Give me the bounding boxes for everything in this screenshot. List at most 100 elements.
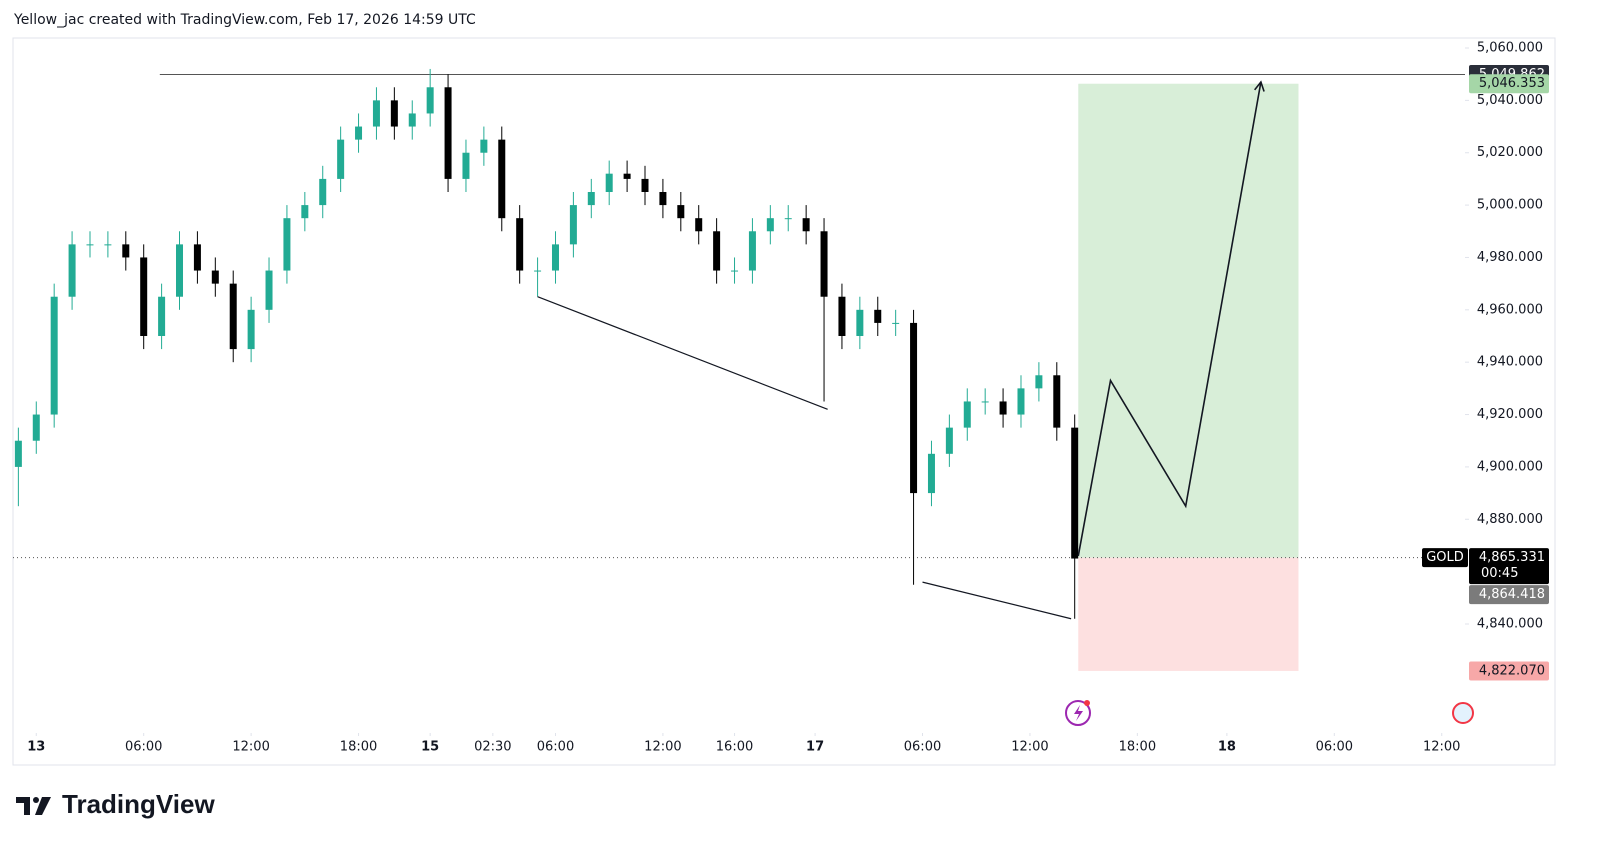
brand: TradingView <box>62 789 215 819</box>
x-tick-label: 18 <box>1218 740 1236 755</box>
candle-body <box>731 270 739 272</box>
flag-icon[interactable] <box>1452 702 1474 724</box>
candle-body <box>695 218 703 232</box>
symbol-box <box>1422 548 1468 568</box>
candle-body <box>569 205 577 245</box>
candle-body <box>283 218 291 271</box>
candle-body <box>892 322 900 324</box>
y-tick-label: 4,960.000 <box>1477 302 1543 317</box>
candle-body <box>229 283 237 350</box>
candle-body <box>50 296 58 415</box>
candle-body <box>337 139 345 179</box>
candle-body <box>68 244 76 297</box>
x-tick-label: 18:00 <box>340 740 377 755</box>
candle-body <box>301 205 309 219</box>
price-label-box <box>1469 74 1549 94</box>
x-tick-label: 06:00 <box>904 740 941 755</box>
candle-body <box>211 270 219 284</box>
candle-body <box>355 126 363 140</box>
x-tick-label: 17 <box>806 740 824 755</box>
candle-body <box>265 270 273 310</box>
candle-body <box>766 218 774 232</box>
countdown: 00:45 <box>1481 566 1518 581</box>
x-tick-label: 06:00 <box>537 740 574 755</box>
candle-body <box>677 205 685 219</box>
candle-body <box>605 173 613 192</box>
candle-body <box>1071 427 1079 559</box>
candle-body <box>14 440 22 467</box>
x-tick-label: 02:30 <box>474 740 511 755</box>
projection-path <box>1077 81 1262 557</box>
x-tick-label: 12:00 <box>1011 740 1048 755</box>
candle-body <box>623 173 631 179</box>
x-tick-label: 12:00 <box>232 740 269 755</box>
x-tick-label: 15 <box>421 740 439 755</box>
candle-body <box>86 244 94 246</box>
candle-body <box>802 218 810 232</box>
candle-body <box>1017 388 1025 415</box>
candle-body <box>122 244 130 258</box>
candle-body <box>426 87 434 114</box>
candle-body <box>32 414 40 441</box>
x-tick-label: 16:00 <box>716 740 753 755</box>
candle-body <box>140 257 148 336</box>
symbol-label: GOLD <box>1426 550 1464 565</box>
candle-body <box>820 231 828 297</box>
candle-body <box>641 178 649 192</box>
price-label: 4,822.070 <box>1479 663 1545 678</box>
y-tick-label: 5,000.000 <box>1477 198 1543 213</box>
chart-frame <box>12 37 1556 766</box>
candle-body <box>999 401 1007 415</box>
trendline <box>922 581 1072 620</box>
price-label: 5,046.353 <box>1479 76 1545 91</box>
x-tick-label: 12:00 <box>644 740 681 755</box>
candle-body <box>372 100 380 127</box>
brand-logo <box>16 797 51 815</box>
candle-body <box>659 192 667 206</box>
x-tick-label: 06:00 <box>1316 740 1353 755</box>
trendline <box>537 296 828 410</box>
candle-body <box>534 270 542 272</box>
candle-body <box>963 401 971 428</box>
candle-body <box>784 218 792 220</box>
y-tick-label: 5,020.000 <box>1477 145 1543 160</box>
candle-body <box>748 231 756 271</box>
price-label-box <box>1469 585 1549 605</box>
target-zone <box>1078 83 1299 558</box>
price-label: 4,864.418 <box>1479 587 1545 602</box>
y-tick-label: 4,920.000 <box>1477 407 1543 422</box>
candle-body <box>551 244 559 271</box>
candle-body <box>856 309 864 336</box>
candle-body <box>444 87 452 179</box>
event-icon[interactable] <box>1065 700 1091 726</box>
y-tick-label: 4,880.000 <box>1477 512 1543 527</box>
candle-body <box>587 192 595 206</box>
projection-arrowhead <box>1254 80 1265 92</box>
price-label-box <box>1469 548 1549 585</box>
stop-zone <box>1078 557 1299 671</box>
x-tick-label: 06:00 <box>125 740 162 755</box>
price-label-box <box>1469 661 1549 681</box>
x-tick-label: 12:00 <box>1423 740 1460 755</box>
candle-body <box>1053 375 1061 428</box>
candle-body <box>910 322 918 494</box>
candle-body <box>408 113 416 127</box>
candle-body <box>516 218 524 271</box>
candle-body <box>176 244 184 297</box>
candle-body <box>927 453 935 494</box>
header: Yellow_jac created with TradingView.com,… <box>13 12 476 28</box>
candle-body <box>1035 375 1043 389</box>
candle-body <box>247 309 255 350</box>
candle-body <box>319 178 327 206</box>
y-tick-label: 4,840.000 <box>1477 617 1543 632</box>
price-label: 4,865.331 <box>1479 550 1545 565</box>
candle-body <box>390 100 398 127</box>
x-tick-label: 18:00 <box>1119 740 1156 755</box>
candle-body <box>193 244 201 271</box>
y-tick-label: 4,900.000 <box>1477 459 1543 474</box>
candle-body <box>158 296 166 336</box>
candle-body <box>874 309 882 323</box>
y-tick-label: 4,940.000 <box>1477 355 1543 370</box>
